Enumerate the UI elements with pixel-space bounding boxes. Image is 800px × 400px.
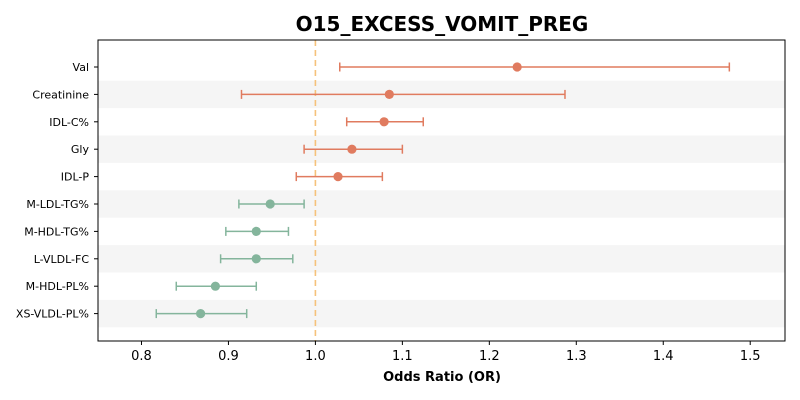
row-bands — [98, 80, 785, 328]
y-tick-label: Gly — [71, 143, 90, 156]
or-point — [333, 172, 343, 182]
forest-row-m-hdl-tg- — [225, 226, 290, 236]
x-tick-label: 1.0 — [305, 349, 326, 364]
or-point — [210, 281, 220, 291]
data-marks — [155, 62, 731, 319]
forest-row-m-hdl-pl- — [175, 281, 258, 291]
plot-frame — [97, 39, 786, 342]
x-tick-label: 1.5 — [740, 349, 761, 364]
or-point — [347, 144, 357, 154]
x-tick-label: 1.1 — [392, 349, 413, 364]
forest-row-idl-p — [295, 172, 384, 182]
x-tick-label: 1.2 — [479, 349, 500, 364]
row-band — [98, 190, 785, 218]
y-tick-label: IDL-P — [61, 171, 90, 184]
x-axis-label: Odds Ratio (OR) — [383, 370, 501, 385]
x-tick-label: 0.9 — [218, 349, 239, 364]
or-point — [379, 117, 389, 127]
forest-row-m-ldl-tg- — [238, 199, 305, 209]
y-tick-label: XS-VLDL-PL% — [16, 308, 89, 321]
y-axis: Val Creatinine IDL-C% Gly IDL-P M-LDL-TG% M-HD… — [16, 61, 98, 321]
or-point — [251, 254, 261, 264]
y-tick-label: M-HDL-TG% — [24, 225, 89, 238]
y-tick-label: Creatinine — [32, 88, 89, 101]
forest-row-creatinine — [240, 89, 566, 99]
y-tick-label: M-HDL-PL% — [26, 280, 89, 293]
row-band — [98, 135, 785, 163]
or-point — [251, 226, 261, 236]
or-point — [265, 199, 275, 209]
y-tick-label: M-LDL-TG% — [26, 198, 89, 211]
forest-row-idl-c- — [345, 117, 424, 127]
x-axis: 0.8 0.9 1.0 1.1 1.2 1.3 1.4 1.5 — [131, 341, 761, 364]
forest-row-xs-vldl-pl- — [155, 309, 248, 319]
y-tick-label: L-VLDL-FC — [34, 253, 90, 266]
row-band — [98, 245, 785, 273]
chart-title: O15_EXCESS_VOMIT_PREG — [296, 12, 589, 36]
or-point — [196, 309, 206, 319]
forest-row-val — [339, 62, 731, 72]
forest-row-l-vldl-fc — [219, 254, 294, 264]
or-point — [512, 62, 522, 72]
y-tick-label: IDL-C% — [49, 116, 89, 129]
y-tick-label: Val — [73, 61, 89, 74]
x-tick-label: 1.3 — [566, 349, 587, 364]
x-tick-label: 0.8 — [131, 349, 152, 364]
x-tick-label: 1.4 — [653, 349, 674, 364]
or-point — [384, 89, 394, 99]
forest-row-gly — [303, 144, 404, 154]
